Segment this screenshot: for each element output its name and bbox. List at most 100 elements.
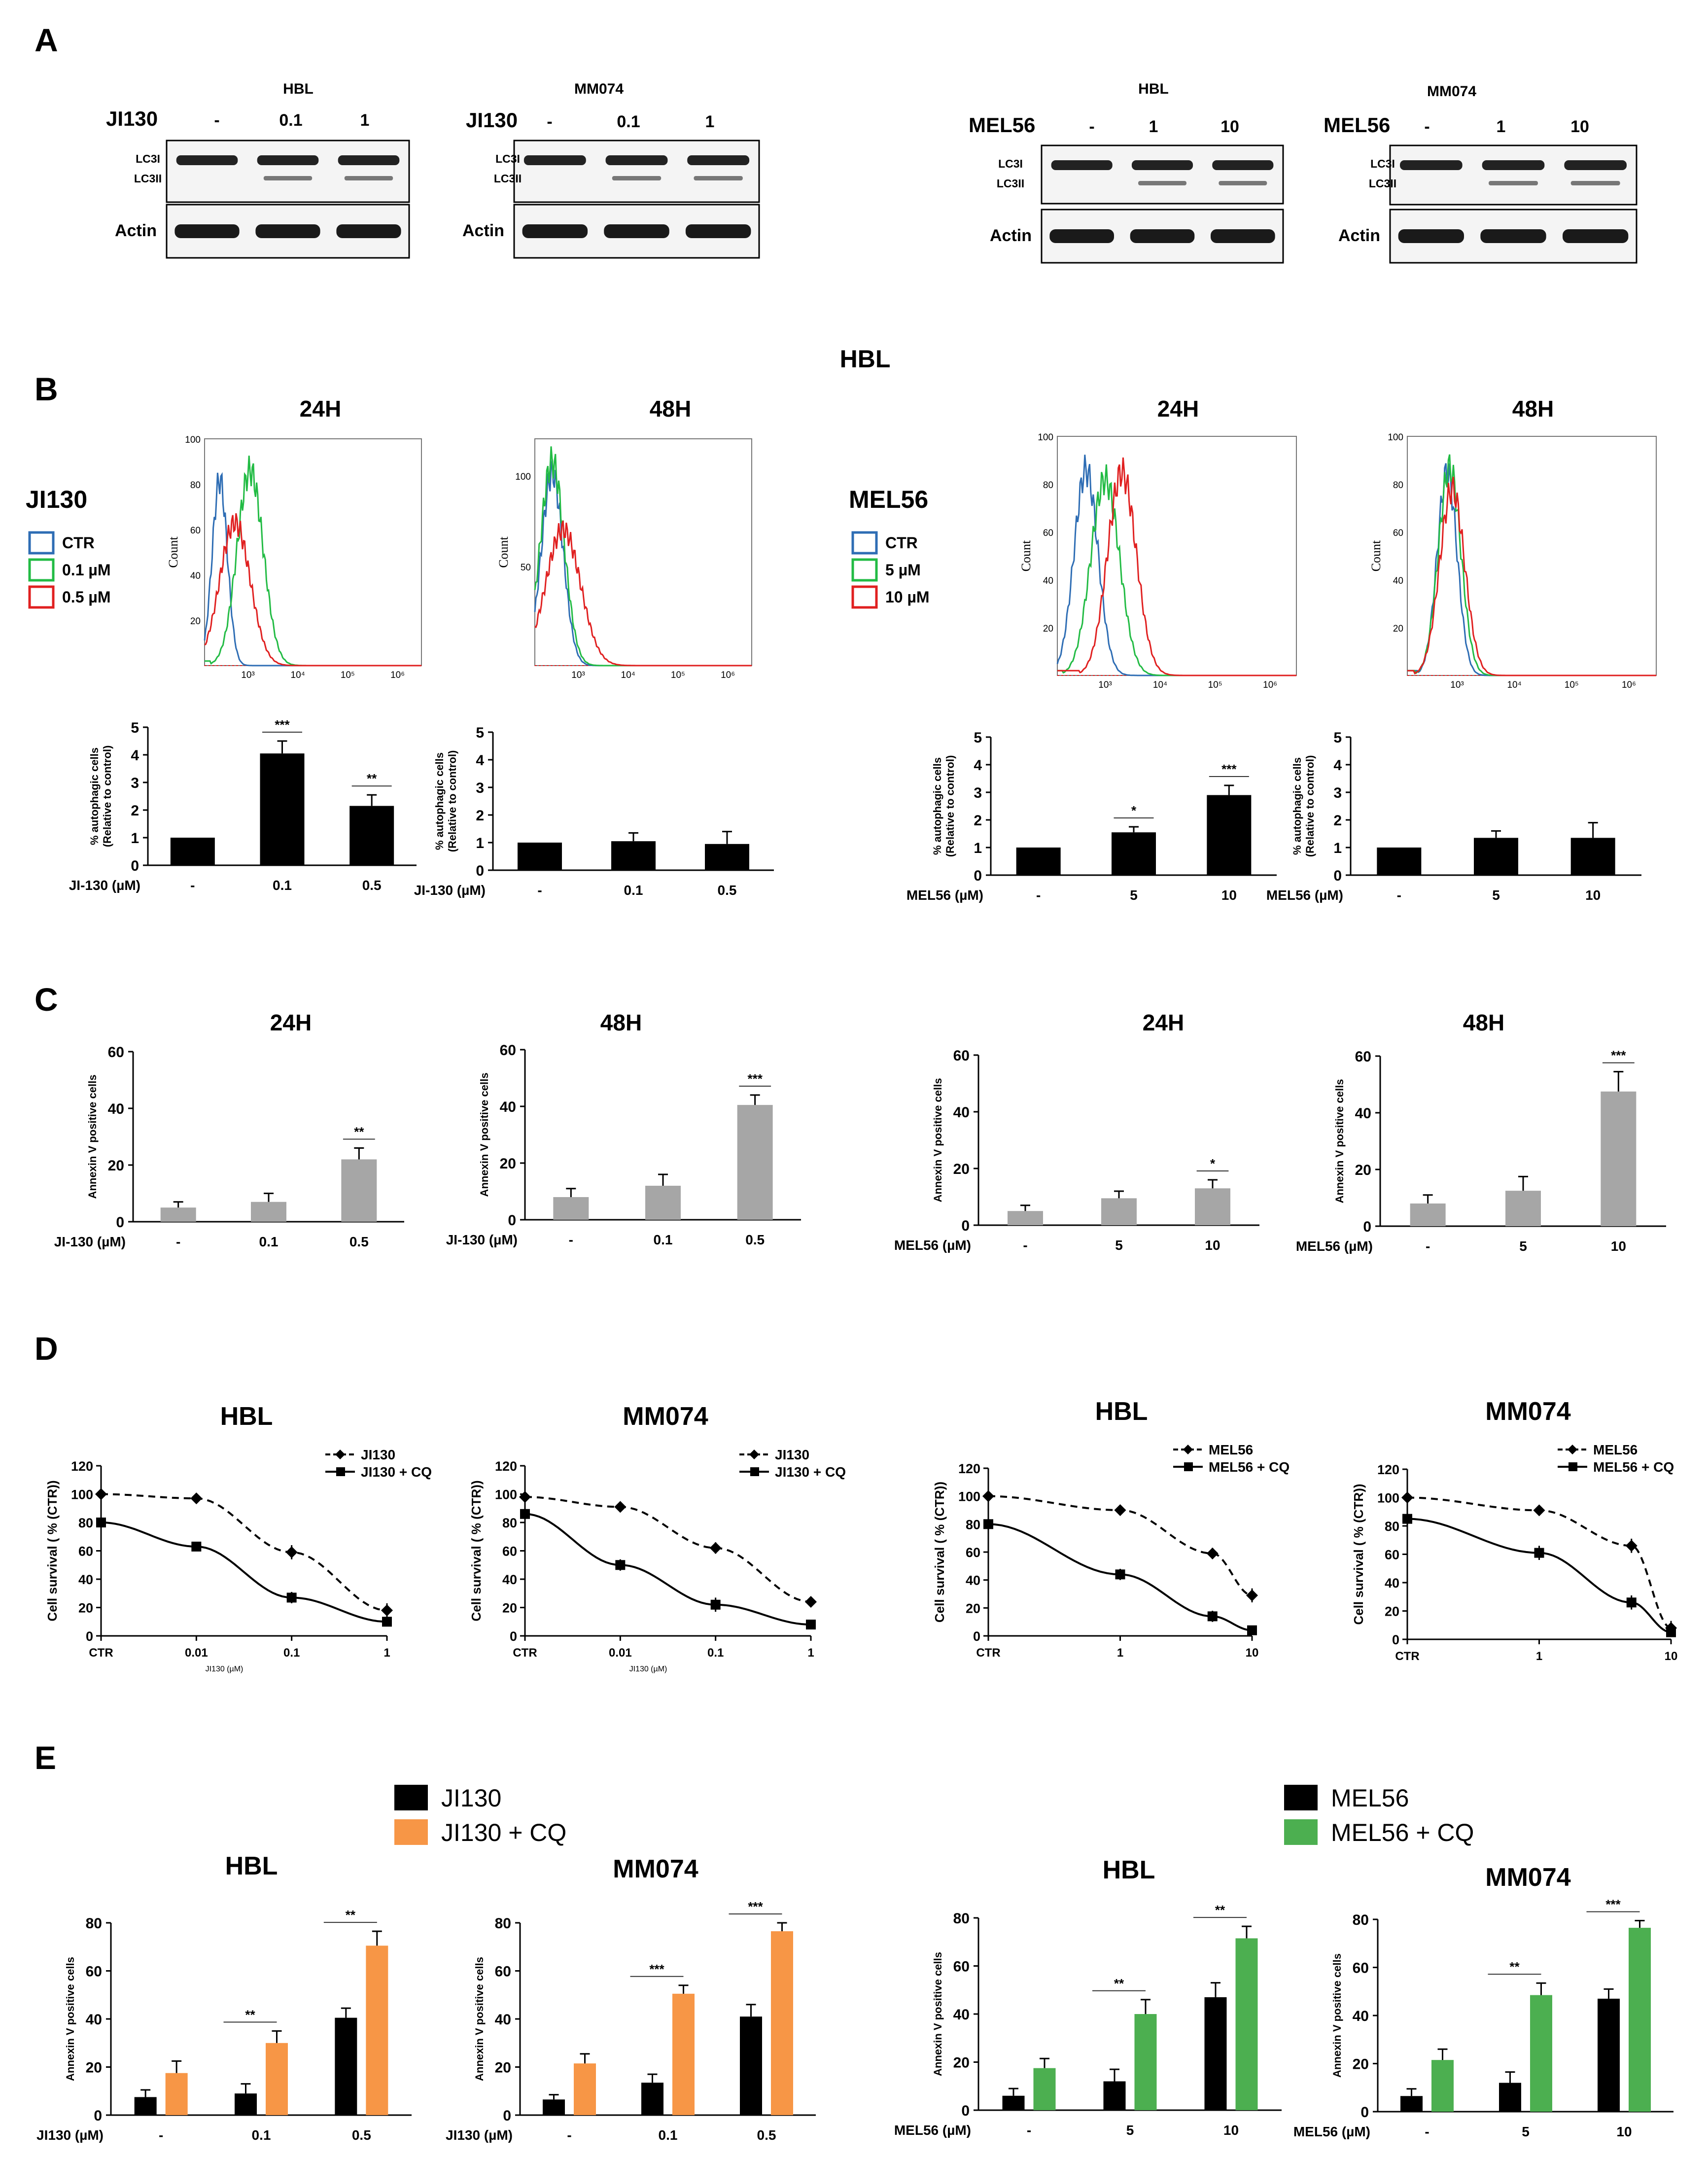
data-point-diamond xyxy=(1114,1504,1126,1516)
y-tick-label: 80 xyxy=(1353,1912,1369,1928)
actin-band xyxy=(336,224,401,238)
blot-lane-label: - xyxy=(214,111,219,130)
x-category-label: - xyxy=(1425,2124,1429,2139)
x-category-label: - xyxy=(1036,887,1041,903)
y-tick-label: 3 xyxy=(131,775,139,791)
blot-lane-label: 1 xyxy=(360,111,370,130)
histogram-time-title: 48H xyxy=(650,396,691,422)
bar-ji130 xyxy=(341,1159,377,1222)
y-tick-label: 1 xyxy=(131,830,139,847)
line-chart-d3: HBL 0 20 40 60 80 100 120 Cell survival ( % (CTR… xyxy=(932,1397,1290,1660)
data-point-diamond xyxy=(1533,1504,1545,1517)
y-tick-label: 2 xyxy=(131,803,139,819)
lc3i-band xyxy=(1212,160,1274,170)
x-axis-label: JI130 (µM) xyxy=(446,2127,513,2143)
bar-mel56 xyxy=(1207,795,1252,875)
histogram-xtick: 10⁴ xyxy=(621,670,635,680)
x-axis-label: MEL56 (µM) xyxy=(894,2123,971,2138)
bar-ji130 xyxy=(641,2083,663,2115)
data-point-diamond xyxy=(982,1490,994,1502)
x-axis-label: MEL56 (µM) xyxy=(1293,2124,1370,2139)
lc3i-band xyxy=(687,155,750,165)
blot-cell-label: MM074 xyxy=(1427,83,1476,100)
bar-mel56-cq xyxy=(1033,2068,1056,2110)
histogram-xtick: 10⁶ xyxy=(1622,680,1636,690)
chart-title: MM074 xyxy=(1485,1863,1570,1892)
histogram-4: 48H Count 100 80 60 40 20 10³ 10⁴ 10⁵ 10⁶ xyxy=(1369,396,1657,690)
actin-band xyxy=(522,224,588,238)
y-tick-label: 0 xyxy=(961,1218,970,1234)
y-tick-label: 80 xyxy=(78,1516,93,1530)
bar-mel56-cq xyxy=(1629,1928,1651,2112)
legend-label: JI130 xyxy=(361,1447,395,1462)
y-tick-label: 0 xyxy=(961,2103,970,2119)
blot-treatment-label: JI130 xyxy=(106,107,158,130)
histogram-frame xyxy=(1057,436,1297,676)
blot-lane-label: - xyxy=(1424,117,1429,136)
annexin-time-title: 48H xyxy=(1463,1010,1504,1035)
legend-swatch xyxy=(1284,1819,1318,1845)
y-axis-label: Annexin V positive cells xyxy=(932,1952,944,2076)
y-tick-label: 40 xyxy=(500,1099,516,1115)
x-axis-label: MEL56 (µM) xyxy=(1266,887,1343,903)
x-category-label: - xyxy=(1027,2123,1031,2138)
x-tick-label: 1 xyxy=(1536,1650,1542,1663)
y-tick-label: 120 xyxy=(1377,1462,1399,1477)
histogram-xtick: 10⁶ xyxy=(1263,680,1277,690)
histogram-ytick: 50 xyxy=(521,563,531,573)
legend-title: MEL56 xyxy=(849,486,928,513)
significance-mark: ** xyxy=(1509,1959,1520,1974)
chart-title: MM074 xyxy=(623,1402,708,1431)
bar-mel56 xyxy=(1016,848,1061,875)
x-axis-label: JI-130 (µM) xyxy=(446,1232,518,1247)
x-axis-label: MEL56 (µM) xyxy=(894,1238,971,1253)
y-tick-label: 5 xyxy=(974,730,982,746)
legend-swatch xyxy=(28,585,55,609)
histogram-ylabel: Count xyxy=(166,536,180,567)
significance-mark: ** xyxy=(346,1908,356,1922)
x-category-label: 0.5 xyxy=(349,1234,369,1249)
y-tick-label: 60 xyxy=(966,1545,980,1560)
legend-swatch xyxy=(394,1819,428,1845)
x-axis-label: JI-130 (µM) xyxy=(414,883,486,898)
lc3ii-band xyxy=(612,176,662,180)
y-tick-label: 80 xyxy=(502,1516,517,1530)
series-line-ji130-cq xyxy=(101,1521,387,1623)
y-tick-label: 3 xyxy=(476,780,484,796)
legend-label: MEL56 + CQ xyxy=(1209,1459,1290,1475)
y-tick-label: 100 xyxy=(495,1487,517,1502)
blot-mm074-ji130: MM074 JI130 - 0.1 1 LC3I LC3II Actin xyxy=(462,81,760,259)
bar-ji130 xyxy=(160,1207,196,1222)
bar-mel56-cq xyxy=(1530,1995,1552,2112)
x-category-label: - xyxy=(1397,887,1401,903)
bar-chart-e1: HBL 0 20 40 60 80 Annexin V positive cells JI13… xyxy=(36,1852,412,2143)
x-category-label: 0.1 xyxy=(659,2127,678,2143)
bar-ji130-cq xyxy=(165,2073,188,2115)
histogram-ylabel: Count xyxy=(1369,540,1383,571)
x-category-label: - xyxy=(537,883,542,898)
y-tick-label: 80 xyxy=(86,1915,102,1932)
y-tick-label: 40 xyxy=(1385,1576,1399,1591)
bar-mel56-cq xyxy=(1235,1938,1258,2110)
panel-label-c: C xyxy=(35,981,58,1018)
bar-chart-e4: MM074 0 20 40 60 80 Annexin V positive cells ME… xyxy=(1293,1863,1673,2139)
bar-chart-e3: HBL 0 20 40 60 80 Annexin V positive cells MEL5… xyxy=(894,1856,1282,2138)
chart-title: HBL xyxy=(220,1402,273,1431)
bar-mel56 xyxy=(1400,2096,1423,2112)
x-tick-label: CTR xyxy=(89,1646,113,1660)
y-axis-label: Annexin V positive cells xyxy=(1333,1079,1346,1203)
significance-mark: ** xyxy=(1114,1976,1124,1991)
y-axis-label: Annexin V positive cells xyxy=(64,1957,76,2081)
blot-treatment-label: JI130 xyxy=(466,108,518,132)
y-tick-label: 40 xyxy=(966,1573,980,1588)
band-label-lc3i: LC3I xyxy=(495,152,520,165)
lc3ii-band xyxy=(263,176,313,180)
x-tick-label: CTR xyxy=(513,1646,537,1660)
legend-item: 0.5 µM xyxy=(62,588,110,606)
x-category-label: 0.1 xyxy=(624,883,643,898)
data-point-square xyxy=(615,1560,626,1570)
data-point-diamond xyxy=(381,1604,393,1617)
y-tick-label: 20 xyxy=(500,1156,516,1172)
series-line-mel56 xyxy=(988,1495,1253,1596)
